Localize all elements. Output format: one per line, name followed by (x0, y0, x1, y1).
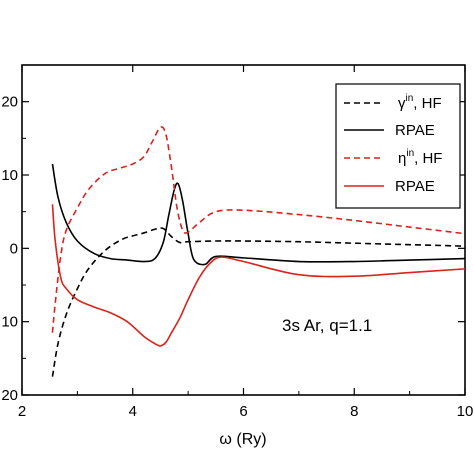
x-tick-label: 2 (18, 403, 26, 420)
axis-ticks (21, 65, 466, 396)
y-tick-label: 20 (1, 94, 18, 111)
legend: γin, HF RPAE ηin, HF RPAE (335, 83, 461, 209)
y-tick-label: 20 (1, 387, 18, 404)
x-axis-title: ω (Ry) (219, 431, 266, 448)
series-line-2 (51, 126, 465, 333)
series-layer (51, 126, 465, 377)
x-tick-label: 10 (457, 403, 474, 420)
x-tick-labels: 2 4 6 8 10 (18, 403, 474, 420)
y-tick-label: 10 (1, 167, 18, 184)
x-tick-label: 6 (239, 403, 247, 420)
y-tick-label: 0 (10, 240, 18, 257)
x-tick-label: 8 (350, 403, 358, 420)
legend-label-2: ηin, HF (398, 148, 442, 167)
y-tick-label: 10 (1, 314, 18, 331)
legend-label-0: γin, HF (398, 93, 442, 112)
annotation: 3s Ar, q=1.1 (282, 316, 372, 335)
legend-label-3: RPAE (395, 178, 435, 195)
series-line-3 (51, 204, 465, 347)
x-tick-label: 4 (129, 403, 137, 420)
series-line-0 (51, 227, 465, 377)
y-tick-labels: 20 10 0 10 20 (1, 94, 18, 404)
legend-label-1: RPAE (395, 122, 435, 139)
legend-box (335, 83, 461, 209)
